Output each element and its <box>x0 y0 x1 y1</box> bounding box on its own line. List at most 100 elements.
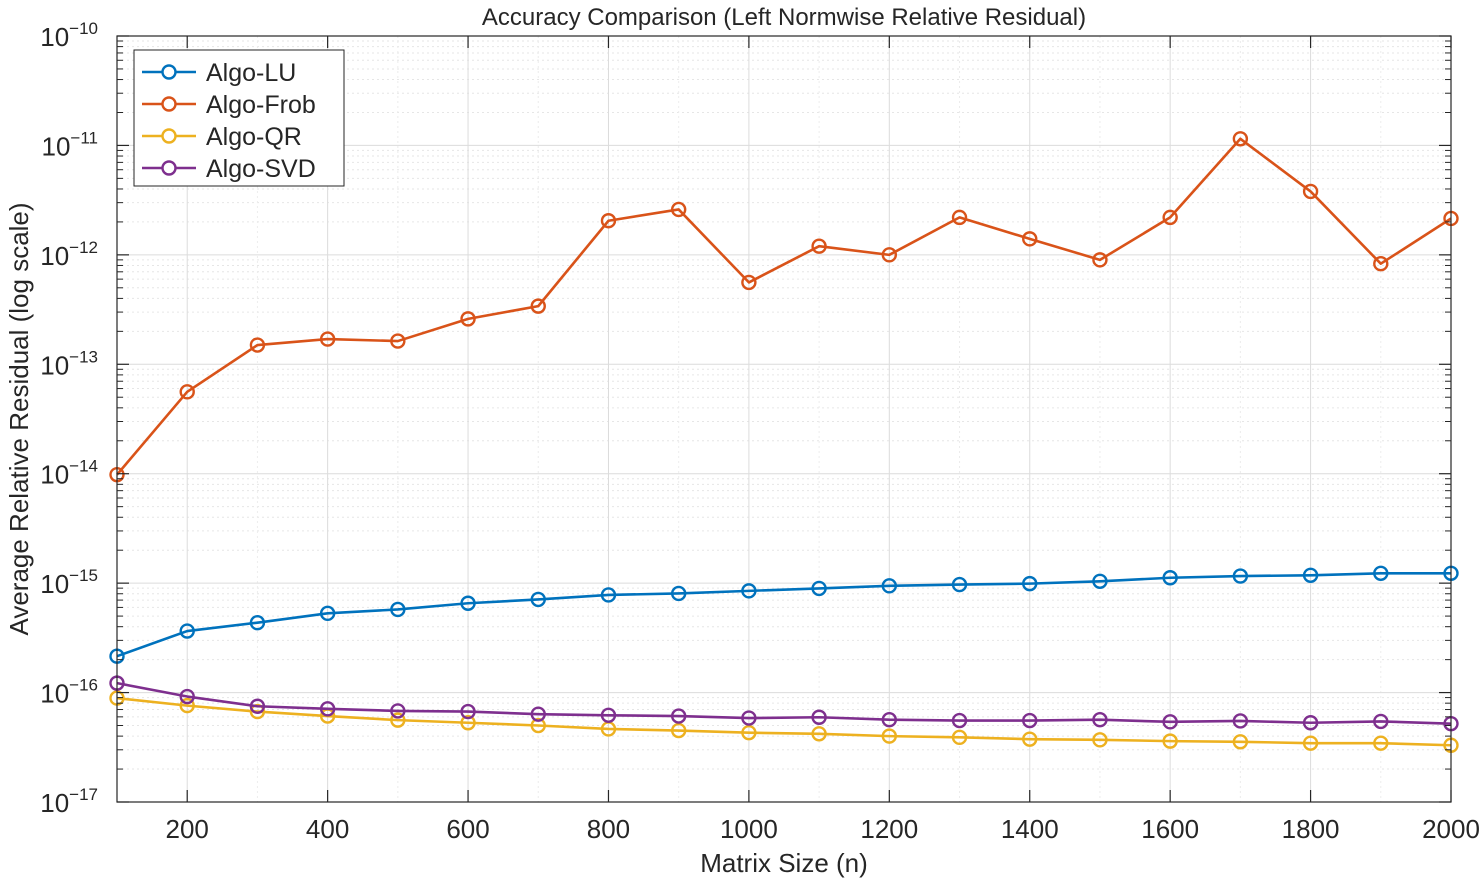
series-layer <box>109 131 1459 753</box>
series-algo-svd <box>109 675 1459 732</box>
data-point <box>881 578 898 594</box>
series-line <box>116 571 1451 658</box>
data-point <box>1232 713 1249 729</box>
data-point <box>530 591 546 608</box>
data-point <box>600 213 617 229</box>
x-tick-label: 200 <box>166 814 209 844</box>
legend-label: Algo-Frob <box>206 91 316 119</box>
data-point <box>1092 732 1108 748</box>
legend-entry: Algo-QR <box>142 123 302 151</box>
data-point <box>249 337 266 353</box>
y-tick-label: 10−13 <box>40 347 98 380</box>
data-point <box>951 712 968 729</box>
data-point <box>1022 712 1038 729</box>
data-point <box>881 247 898 263</box>
data-point <box>1302 183 1319 200</box>
data-point <box>390 712 406 728</box>
axis-ticks <box>117 35 1452 803</box>
x-tick-label: 800 <box>587 814 630 844</box>
y-tick-labels: 10−17 10−16 10−15 10−14 10−13 10−12 10−11 10−10 <box>40 19 98 818</box>
data-point <box>741 710 757 726</box>
y-tick-label: 10−12 <box>40 238 98 271</box>
data-point <box>460 715 476 731</box>
legend-entry: Algo-Frob <box>142 91 316 119</box>
data-point <box>1162 714 1178 730</box>
data-point <box>1373 565 1389 582</box>
data-point <box>881 712 898 728</box>
data-point <box>390 333 406 349</box>
y-tick-label: 10−15 <box>40 566 98 599</box>
legend-entry: Algo-LU <box>142 59 296 87</box>
data-point <box>249 698 266 714</box>
x-tick-label: 1000 <box>720 814 778 844</box>
data-point <box>1373 735 1389 751</box>
data-point <box>951 729 968 746</box>
data-point <box>741 274 757 291</box>
legend: Algo-LU Algo-Frob Algo-QR Algo-SVD <box>133 49 345 187</box>
y-tick-label: 10−14 <box>40 457 98 490</box>
data-point <box>1232 568 1249 584</box>
data-point <box>1373 256 1389 272</box>
data-point <box>319 605 336 622</box>
y-tick-label: 10−16 <box>40 676 98 709</box>
data-point <box>1232 734 1249 750</box>
data-point <box>319 331 336 347</box>
data-point <box>811 709 827 725</box>
data-point <box>811 580 827 597</box>
data-point <box>530 717 546 734</box>
data-point <box>811 238 827 254</box>
y-tick-label: 10−17 <box>40 785 98 818</box>
data-point <box>319 701 336 717</box>
data-point <box>600 587 617 603</box>
data-point <box>460 311 476 327</box>
x-tick-label: 600 <box>446 814 489 844</box>
data-point <box>881 728 898 744</box>
x-tick-label: 400 <box>306 814 349 844</box>
data-point <box>1092 252 1108 268</box>
data-point <box>460 595 476 611</box>
data-point <box>670 722 687 739</box>
data-point <box>600 707 617 723</box>
data-point <box>1302 567 1319 583</box>
series-algo-qr <box>109 690 1459 753</box>
data-point <box>811 726 827 742</box>
series-line <box>116 696 1452 747</box>
data-point <box>1162 209 1178 226</box>
data-point <box>1162 570 1178 586</box>
legend-label: Algo-SVD <box>206 155 316 183</box>
x-tick-label: 1800 <box>1282 814 1340 844</box>
data-point <box>1092 712 1108 728</box>
data-point <box>249 615 266 631</box>
chart-title: Accuracy Comparison (Left Normwise Relat… <box>482 4 1086 31</box>
data-point <box>951 209 968 226</box>
x-tick-label: 1200 <box>860 814 918 844</box>
data-point <box>1302 735 1319 751</box>
data-point <box>530 298 546 314</box>
data-point <box>179 623 195 639</box>
data-point <box>1162 733 1178 749</box>
series-algo-frob <box>109 131 1459 483</box>
x-tick-labels: 200 400 600 800 1000 1200 1400 1600 1800 2000 <box>166 814 1480 844</box>
legend-marker <box>161 160 177 176</box>
data-point <box>179 688 195 705</box>
legend-marker <box>161 96 177 112</box>
legend-label: Algo-LU <box>206 59 296 87</box>
legend-label: Algo-QR <box>206 123 302 151</box>
data-point <box>530 706 546 722</box>
data-point <box>1232 131 1249 147</box>
data-point <box>1022 231 1038 247</box>
legend-entry: Algo-SVD <box>142 155 316 183</box>
plot-frame <box>116 35 1452 803</box>
data-point <box>179 384 195 400</box>
data-point <box>1022 575 1038 592</box>
data-point <box>670 201 687 218</box>
data-point <box>1022 731 1038 747</box>
data-point <box>951 576 968 593</box>
data-point <box>670 708 687 724</box>
y-tick-label: 10−10 <box>40 19 98 52</box>
legend-marker <box>161 128 177 144</box>
data-point <box>670 585 687 602</box>
x-tick-label: 1600 <box>1141 814 1199 844</box>
data-point <box>179 697 195 714</box>
